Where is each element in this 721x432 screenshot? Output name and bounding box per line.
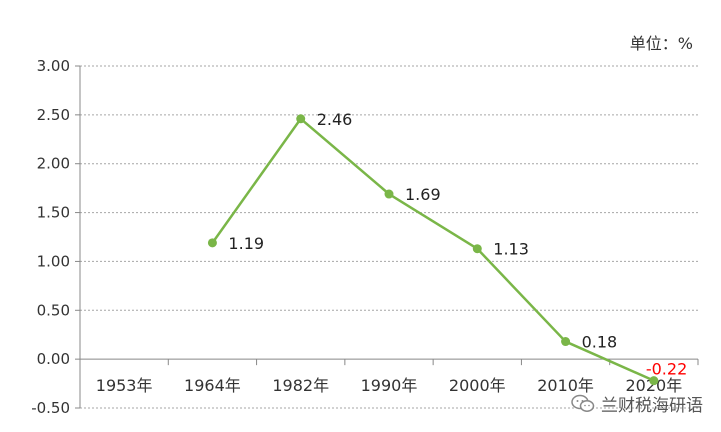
watermark-text: 兰财税海研语 xyxy=(601,396,703,416)
data-label: -0.22 xyxy=(646,360,687,379)
y-tick-label: -0.50 xyxy=(31,399,70,417)
x-tick-label: 1990年 xyxy=(361,376,418,395)
axes xyxy=(75,65,699,409)
y-tick-label: 1.50 xyxy=(37,204,70,222)
y-tick-label: 0.50 xyxy=(37,301,70,319)
x-tick-label: 1964年 xyxy=(184,376,241,395)
watermark: 兰财税海研语 xyxy=(571,391,703,416)
unit-label: 单位：% xyxy=(629,34,693,53)
data-point xyxy=(561,337,571,347)
data-label: 2.46 xyxy=(317,110,353,129)
data-label: 0.18 xyxy=(582,333,618,352)
grid-lines xyxy=(80,65,698,409)
data-point xyxy=(384,189,394,199)
x-tick-labels: 1953年 1964年 1982年 1990年 2000年 2010年 2020年 xyxy=(96,376,682,395)
series-line xyxy=(211,117,655,382)
data-point xyxy=(472,244,482,254)
x-tick-label: 2020年 xyxy=(625,376,682,395)
x-tick-label: 2000年 xyxy=(449,376,506,395)
x-tick-label: 1982年 xyxy=(272,376,329,395)
y-tick-label: 3.00 xyxy=(37,57,70,75)
data-point xyxy=(649,376,659,386)
x-tick-label: 2010年 xyxy=(537,376,594,395)
y-tick-label: 1.00 xyxy=(37,252,70,270)
data-labels: 1.19 2.46 1.69 1.13 0.18 -0.22 xyxy=(228,110,687,379)
data-label: 1.69 xyxy=(405,185,441,204)
y-tick-labels: 3.00 2.50 2.00 1.50 1.00 0.50 0.00 -0.50 xyxy=(31,57,70,417)
wechat-icon xyxy=(571,394,595,412)
y-tick-label: 2.50 xyxy=(37,106,70,124)
data-point xyxy=(296,114,306,124)
data-label: 1.13 xyxy=(493,240,529,259)
x-tick-label: 1953年 xyxy=(96,376,153,395)
data-points xyxy=(207,114,659,386)
data-point xyxy=(207,238,217,248)
series-lines xyxy=(211,117,655,382)
y-tick-label: 0.00 xyxy=(37,350,70,368)
data-label: 1.19 xyxy=(228,234,264,253)
y-tick-label: 2.00 xyxy=(37,155,70,173)
